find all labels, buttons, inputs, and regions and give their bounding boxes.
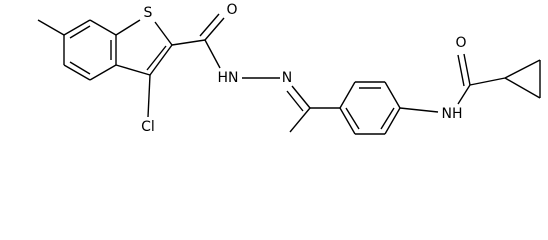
atom-label: O <box>455 35 466 51</box>
molecule-diagram: S O Cl HN N NH O <box>37 2 541 135</box>
atom-label: Cl <box>141 119 155 135</box>
atom-label: O <box>226 2 237 18</box>
atom-label: NH <box>442 106 463 122</box>
atom-label: S <box>144 5 153 21</box>
atom-label: HN <box>218 70 239 86</box>
bonds <box>37 13 541 135</box>
atom-label: N <box>282 70 292 86</box>
